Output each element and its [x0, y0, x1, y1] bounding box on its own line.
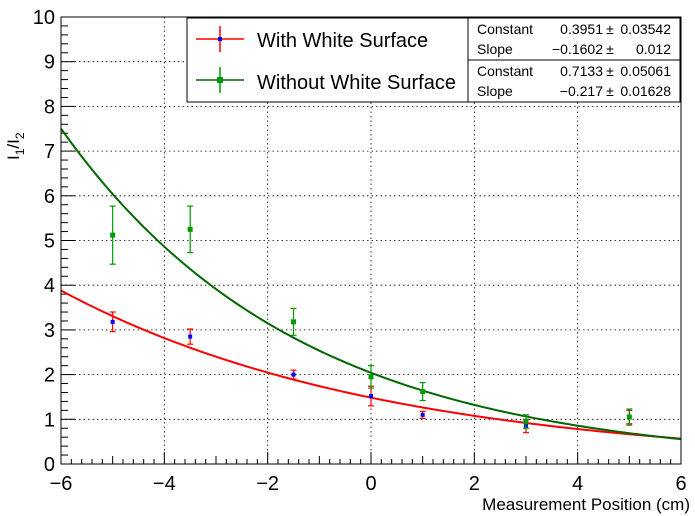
fit-stats-2-slope-error: 0.01628 [620, 83, 671, 99]
x-tick-label-4: 2 [469, 473, 480, 495]
x-tick-label-0: −6 [50, 473, 73, 495]
fit-stats-box-1: Constant 0.3951 ± 0.03542 Slope −0.1602 … [467, 17, 681, 61]
legend-marker-green [217, 77, 223, 83]
y-tick-label-9: 9 [44, 52, 55, 74]
fit-stats-2-slope-value: −0.217 [560, 83, 603, 99]
legend-label-without-white-surface: Without White Surface [257, 72, 456, 94]
marker-s0-p3 [369, 394, 373, 399]
fit-stats-box-2: Constant 0.7133 ± 0.05061 Slope −0.217 ±… [467, 59, 681, 103]
legend-entry-without-white-surface: Without White Surface [196, 67, 456, 94]
fit-stats-1-slope-error: 0.012 [636, 41, 671, 57]
fit-stats-2-slope-name: Slope [477, 83, 513, 99]
y-tick-label-2: 2 [44, 365, 55, 387]
marker-s0-p1 [188, 334, 193, 339]
y-axis-title-main: I [4, 155, 23, 160]
marker-s0-p0 [110, 319, 115, 324]
fit-stats-1-slope-value: −0.1602 [552, 41, 603, 57]
fit-stats-1-constant-pm: ± [606, 21, 614, 37]
fit-stats-2-constant-value: 0.7133 [560, 63, 603, 79]
fit-stats-2-constant-name: Constant [477, 63, 533, 79]
y-tick-label-10: 10 [33, 7, 55, 29]
y-tick-label-8: 8 [44, 96, 55, 118]
y-axis-title-sub1: 1 [13, 148, 27, 155]
y-tick-label-1: 1 [44, 409, 55, 431]
y-tick-label-3: 3 [44, 320, 55, 342]
y-tick-label-6: 6 [44, 186, 55, 208]
legend-label-with-white-surface: With White Surface [257, 30, 428, 52]
x-axis-title: Measurement Position (cm) [482, 495, 690, 514]
plot-frame [60, 16, 682, 465]
marker-s1-p0 [110, 232, 116, 238]
marker-s1-p6 [626, 414, 632, 420]
fit-stats-2-constant-pm: ± [606, 63, 614, 79]
marker-s0-p2 [291, 372, 296, 377]
fit-stats-1-slope-name: Slope [477, 41, 513, 57]
marker-s1-p5 [523, 419, 529, 425]
fit-stats-1-constant-error: 0.03542 [620, 21, 671, 37]
marker-s1-p2 [291, 319, 296, 325]
marker-s1-p3 [368, 374, 374, 380]
legend-box [186, 17, 469, 103]
axis-ticks [60, 16, 682, 465]
legend-marker-blue [218, 37, 222, 41]
fit-stats-1-constant-name: Constant [477, 21, 533, 37]
fit-stats-frame-1 [467, 17, 681, 61]
fit-stats-1-slope-pm: ± [606, 41, 614, 57]
fit-stats-1-constant-value: 0.3951 [560, 21, 603, 37]
x-tick-label-5: 4 [572, 473, 583, 495]
y-tick-label-4: 4 [44, 275, 55, 297]
y-axis-title: I1/I2 [4, 132, 27, 160]
data-points [109, 205, 633, 434]
marker-s1-p4 [420, 389, 426, 395]
y-tick-label-7: 7 [44, 141, 55, 163]
y-tick-label-0: 0 [44, 454, 55, 476]
svg-text:I1/I2: I1/I2 [4, 132, 27, 160]
y-axis-title-main-2: I [4, 139, 23, 144]
legend-entry-with-white-surface: With White Surface [196, 26, 428, 52]
x-tick-label-1: −4 [153, 473, 176, 495]
marker-s0-p4 [420, 412, 425, 417]
y-tick-label-5: 5 [44, 231, 55, 253]
y-axis-title-slash: / [4, 144, 23, 149]
legend: With White Surface Without White Surface [186, 17, 469, 103]
y-tick-labels: 0 1 2 3 4 5 6 7 8 9 10 [33, 7, 55, 476]
x-tick-label-2: −2 [256, 473, 279, 495]
fit-stats-2-slope-pm: ± [606, 83, 614, 99]
x-tick-labels: −6 −4 −2 0 2 4 6 [50, 473, 687, 495]
x-tick-label-6: 6 [675, 473, 686, 495]
marker-s1-p1 [187, 226, 193, 232]
fit-stats-2-constant-error: 0.05061 [620, 63, 671, 79]
fit-stats-frame-2 [467, 59, 681, 103]
x-tick-label-3: 0 [365, 473, 376, 495]
y-axis-title-sub2: 2 [13, 132, 27, 139]
